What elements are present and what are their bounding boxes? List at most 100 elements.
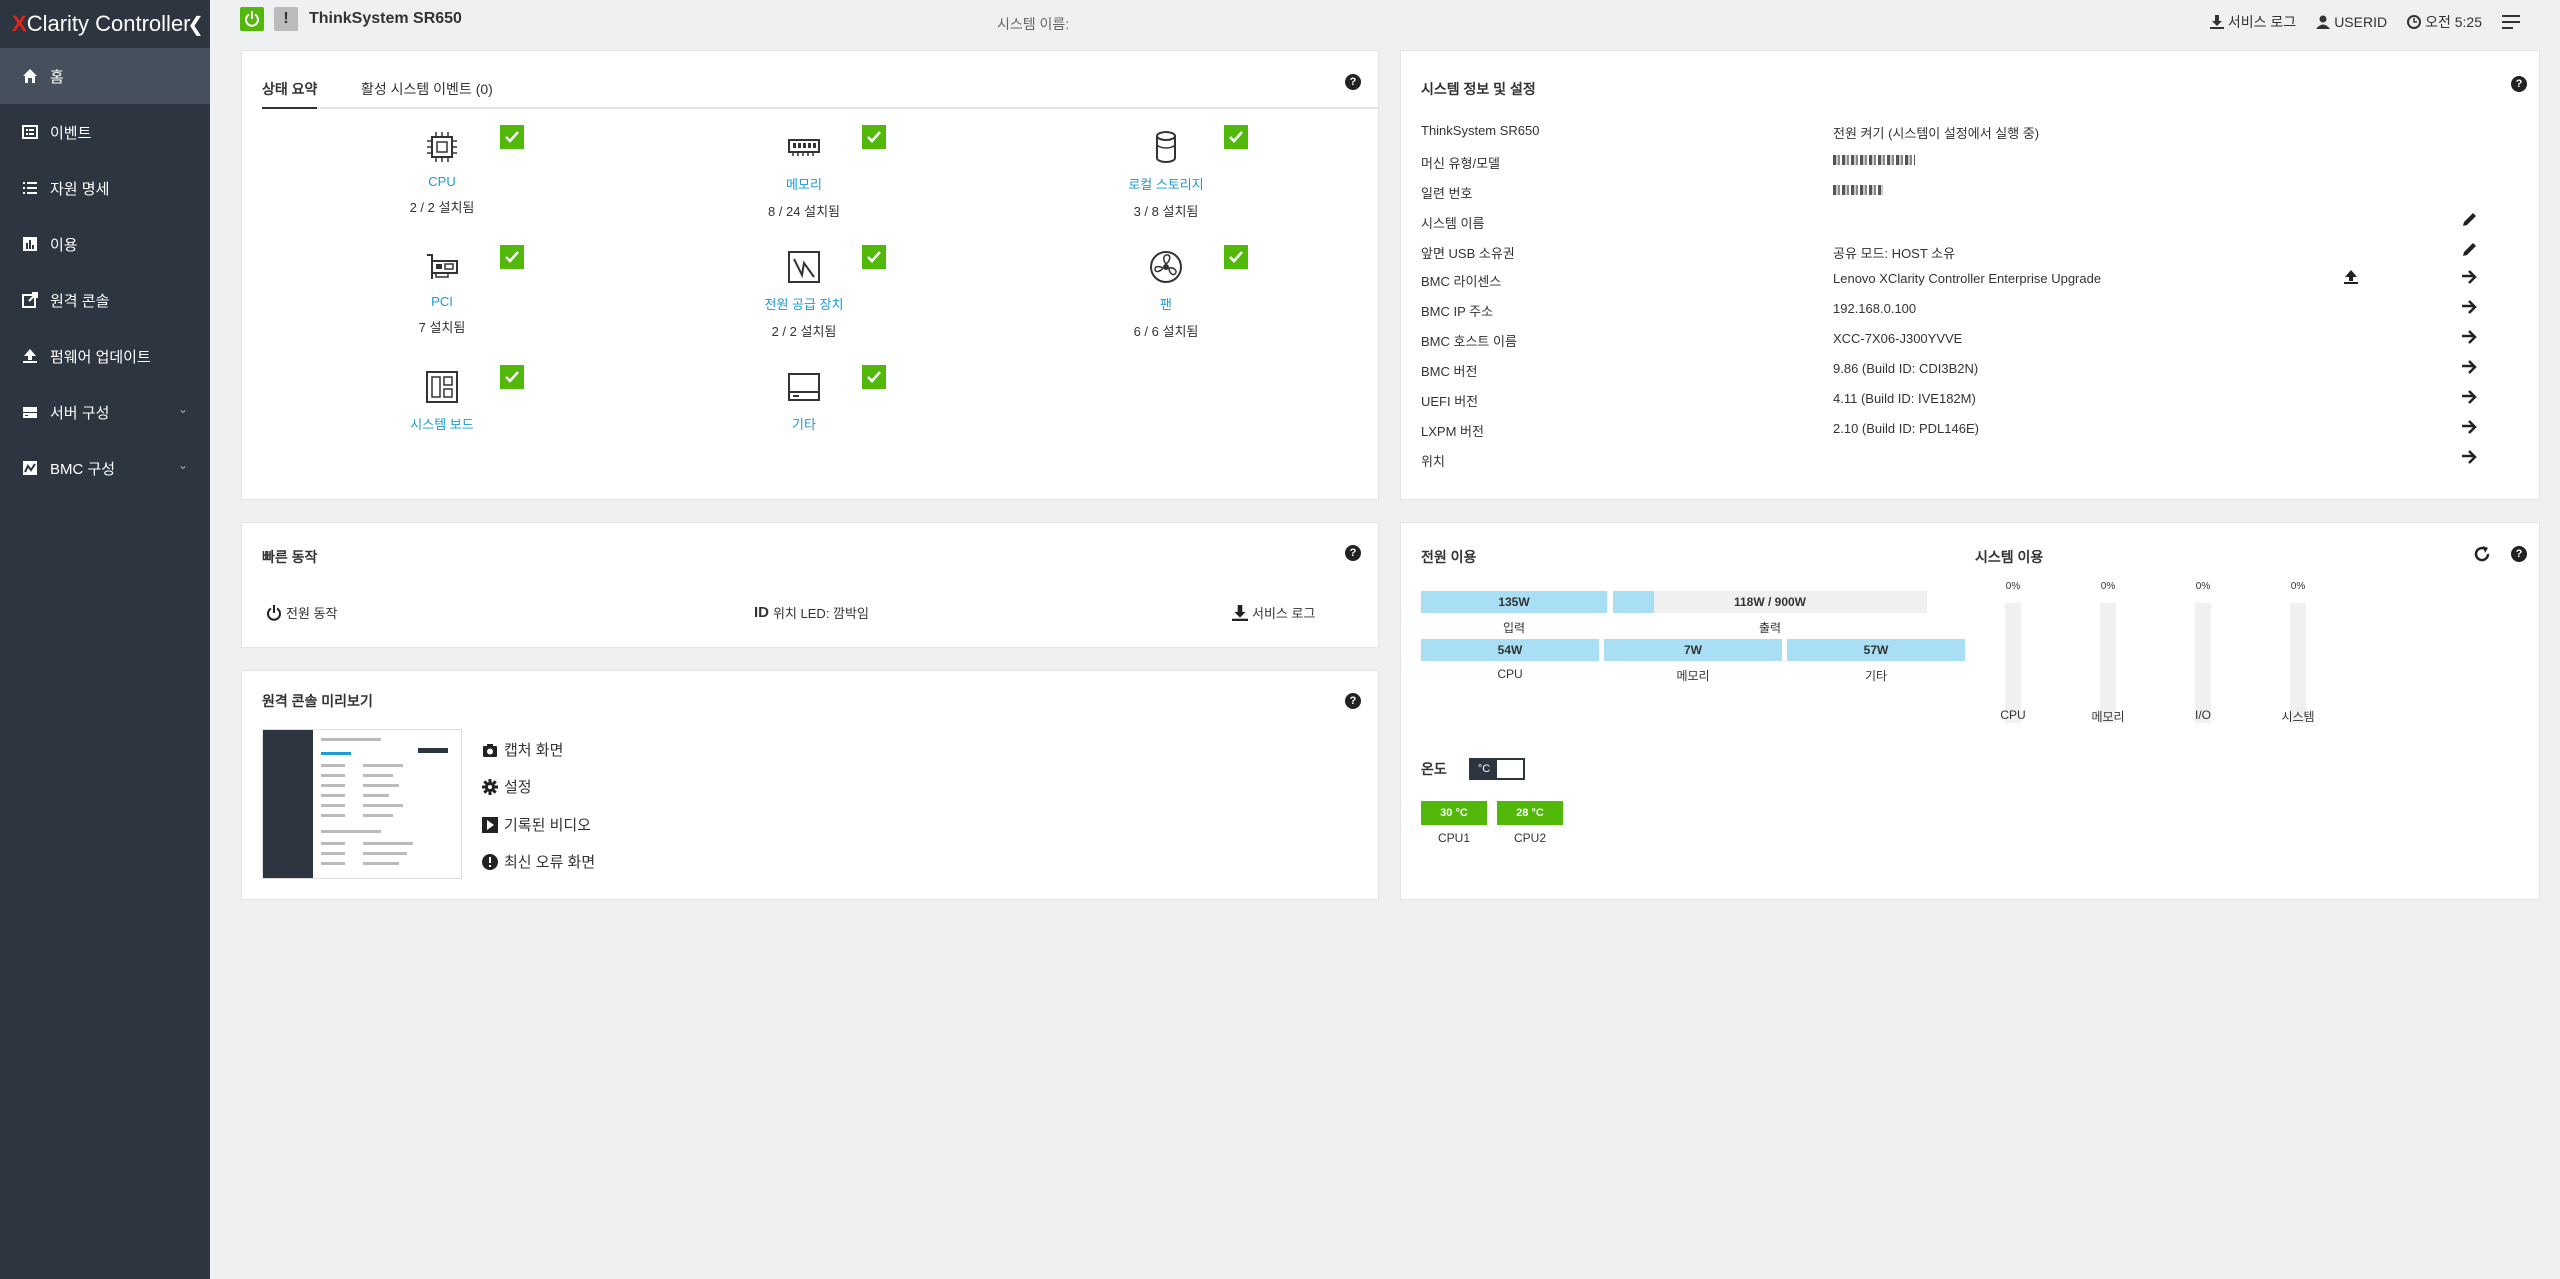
info-row-lxpm-version: LXPM 버전 2.10 (Build ID: PDL146E) bbox=[1421, 413, 2521, 443]
component-system-board[interactable]: 시스템 보드 bbox=[372, 369, 512, 433]
alert-button[interactable]: ! bbox=[274, 7, 298, 31]
power-action-button[interactable]: 전원 동작 bbox=[266, 603, 337, 622]
help-icon[interactable]: ? bbox=[2511, 76, 2527, 92]
recorded-video-button[interactable]: 기록된 비디오 bbox=[482, 814, 591, 835]
panel-title: 전원 이용 bbox=[1421, 549, 1477, 565]
temp-cpu2-label: CPU2 bbox=[1513, 831, 1546, 845]
memory-icon bbox=[788, 139, 820, 156]
capture-screen-button[interactable]: 캡처 화면 bbox=[482, 739, 563, 760]
help-icon[interactable]: ? bbox=[1345, 545, 1361, 561]
hamburger-menu-icon bbox=[2502, 15, 2520, 29]
console-thumbnail[interactable] bbox=[262, 729, 462, 879]
remote-console-icon bbox=[22, 292, 38, 308]
power-output-fill bbox=[1613, 591, 1655, 613]
camera-icon bbox=[483, 743, 497, 757]
arrow-right-icon[interactable] bbox=[2460, 327, 2480, 347]
download-icon bbox=[1232, 604, 1248, 621]
temperature-unit-toggle[interactable]: °C bbox=[1469, 758, 1525, 780]
system-board-icon bbox=[426, 371, 458, 403]
power-other-fill bbox=[1787, 639, 1965, 661]
service-log-button[interactable]: 서비스 로그 bbox=[1232, 603, 1315, 622]
power-status-button[interactable] bbox=[240, 7, 264, 31]
info-row-uefi-version: UEFI 버전 4.11 (Build ID: IVE182M) bbox=[1421, 383, 2521, 413]
component-other[interactable]: 기타 bbox=[734, 369, 874, 433]
service-log-link[interactable]: 서비스 로그 bbox=[2209, 12, 2296, 32]
gear-icon bbox=[482, 778, 498, 795]
arrow-right-icon[interactable] bbox=[2460, 357, 2480, 377]
component-local-storage[interactable]: 로컬 스토리지 3 / 8 설치됨 bbox=[1096, 129, 1236, 220]
arrow-right-icon[interactable] bbox=[2460, 267, 2480, 287]
info-label: UEFI 버전 bbox=[1421, 394, 1479, 409]
arrow-right-icon[interactable] bbox=[2460, 447, 2480, 467]
arrow-right-icon[interactable] bbox=[2460, 387, 2480, 407]
component-name: 기타 bbox=[792, 417, 816, 432]
component-memory[interactable]: 메모리 8 / 24 설치됨 bbox=[734, 129, 874, 220]
info-value: 2.10 (Build ID: PDL146E) bbox=[1833, 421, 1979, 436]
power-input-label: 입력 bbox=[1502, 621, 1526, 635]
component-cpu[interactable]: CPU 2 / 2 설치됨 bbox=[372, 129, 512, 216]
nav-server-config[interactable]: 서버 구성 ⌄ bbox=[0, 384, 210, 440]
service-log-label: 서비스 로그 bbox=[1252, 606, 1316, 621]
chevron-down-icon: ⌄ bbox=[177, 402, 188, 416]
location-led-button[interactable]: ID 위치 LED: 깜박임 bbox=[754, 603, 869, 622]
component-fan[interactable]: 팬 6 / 6 설치됨 bbox=[1096, 249, 1236, 340]
utilization-io-label: I/O bbox=[2194, 708, 2211, 722]
info-label: ThinkSystem SR650 bbox=[1421, 123, 1540, 138]
help-icon[interactable]: ? bbox=[1345, 74, 1361, 90]
clock-icon bbox=[2407, 15, 2422, 29]
events-icon bbox=[22, 124, 38, 140]
redacted-value bbox=[1833, 153, 1915, 168]
nav-events[interactable]: 이벤트 bbox=[0, 104, 210, 160]
tab-active-events[interactable]: 활성 시스템 이벤트 (0) bbox=[361, 81, 493, 97]
video-play-icon bbox=[482, 816, 498, 833]
brand-logo[interactable]: X Clarity Controller ❮ bbox=[0, 0, 210, 48]
power-supply-icon bbox=[788, 251, 820, 283]
nav-firmware-update[interactable]: 펌웨어 업데이트 bbox=[0, 328, 210, 384]
info-label: BMC IP 주소 bbox=[1421, 304, 1494, 319]
help-icon[interactable]: ? bbox=[2511, 546, 2527, 562]
inventory-icon bbox=[22, 180, 38, 196]
help-icon[interactable]: ? bbox=[1345, 693, 1361, 709]
info-label: 위치 bbox=[1421, 454, 1445, 469]
ok-check-icon bbox=[862, 125, 886, 149]
tab-status-summary[interactable]: 상태 요약 bbox=[262, 79, 318, 109]
nav-bmc-config[interactable]: BMC 구성 ⌄ bbox=[0, 440, 210, 496]
ok-check-icon bbox=[862, 245, 886, 269]
info-row-usb-ownership: 앞면 USB 소유권 공유 모드: HOST 소유 bbox=[1421, 235, 2521, 265]
quick-actions-panel: 빠른 동작 ? 전원 동작 ID 위치 LED: 깜박임 서비스 로그 bbox=[241, 522, 1379, 648]
upload-icon[interactable] bbox=[2341, 267, 2361, 287]
utilization-system-label: 시스템 bbox=[2281, 710, 2315, 724]
nav-remote-console[interactable]: 원격 콘솔 bbox=[0, 272, 210, 328]
main-menu-button[interactable] bbox=[2502, 14, 2520, 30]
power-input-value: 135W bbox=[1498, 595, 1530, 609]
ok-check-icon bbox=[1224, 245, 1248, 269]
nav-home[interactable]: 홈 bbox=[0, 48, 210, 104]
error-icon bbox=[482, 853, 498, 870]
user-name: USERID bbox=[2334, 14, 2388, 30]
power-other-value: 57W bbox=[1863, 643, 1889, 657]
info-label: BMC 호스트 이름 bbox=[1421, 334, 1517, 349]
arrow-right-icon[interactable] bbox=[2460, 297, 2480, 317]
power-other-bar: 57W bbox=[1787, 639, 1965, 661]
arrow-right-icon[interactable] bbox=[2460, 417, 2480, 437]
refresh-icon[interactable] bbox=[2473, 545, 2491, 563]
info-label: LXPM 버전 bbox=[1421, 424, 1484, 439]
edit-icon[interactable] bbox=[2460, 209, 2480, 229]
component-power-supply[interactable]: 전원 공급 장치 2 / 2 설치됨 bbox=[734, 249, 874, 340]
edit-icon[interactable] bbox=[2460, 239, 2480, 259]
collapse-sidebar-icon[interactable]: ❮ bbox=[187, 14, 204, 36]
utilization-cpu-label: CPU bbox=[2000, 708, 2026, 722]
power-cpu-label: CPU bbox=[1497, 667, 1523, 681]
latest-error-screen-button[interactable]: 최신 오류 화면 bbox=[482, 851, 595, 872]
info-value: 9.86 (Build ID: CDI3B2N) bbox=[1833, 361, 1979, 376]
info-value: 192.168.0.100 bbox=[1833, 301, 1917, 316]
utilization-io-bar bbox=[2195, 603, 2211, 723]
utilization-cpu-bar bbox=[2005, 603, 2021, 723]
nav-utilization[interactable]: 이용 bbox=[0, 216, 210, 272]
panel-title: 시스템 정보 및 설정 bbox=[1421, 81, 1536, 97]
nav-inventory[interactable]: 자원 명세 bbox=[0, 160, 210, 216]
clock-time: 오전 5:25 bbox=[2425, 14, 2482, 30]
user-menu[interactable]: USERID bbox=[2316, 14, 2387, 30]
settings-button[interactable]: 설정 bbox=[482, 776, 532, 797]
component-pci[interactable]: PCI 7 설치됨 bbox=[372, 249, 512, 336]
